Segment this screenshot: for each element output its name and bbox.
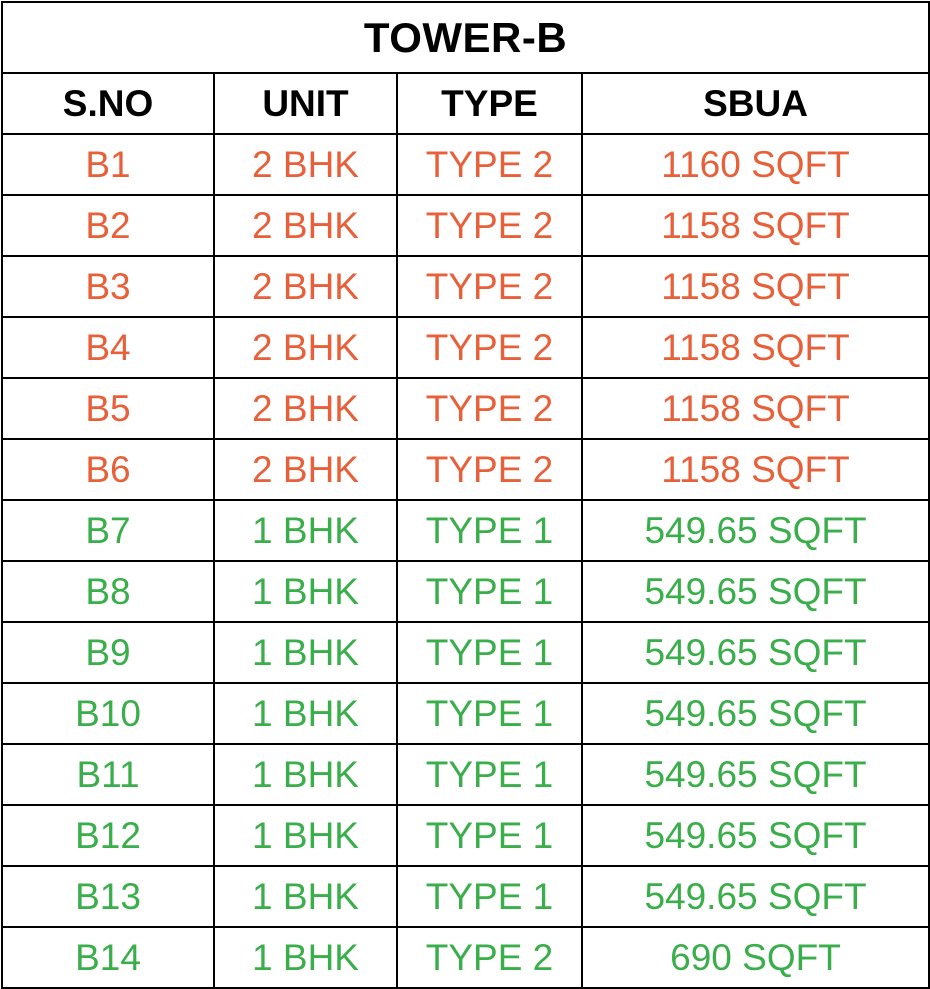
cell-sbua: 549.65 SQFT	[581, 621, 930, 684]
cell-sbua: 1158 SQFT	[581, 316, 930, 379]
cell-type: TYPE 2	[396, 377, 583, 440]
table-row: B5 2 BHK TYPE 2 1158 SQFT	[1, 377, 930, 440]
table-body: B1 2 BHK TYPE 2 1160 SQFT B2 2 BHK TYPE 2 1158 …	[1, 133, 930, 989]
cell-type: TYPE 2	[396, 316, 583, 379]
column-header-sbua: SBUA	[581, 72, 930, 135]
cell-sbua: 1158 SQFT	[581, 438, 930, 501]
cell-sbua: 1160 SQFT	[581, 133, 930, 196]
cell-sno: B5	[1, 377, 215, 440]
table-row: B2 2 BHK TYPE 2 1158 SQFT	[1, 194, 930, 257]
table-row: B12 1 BHK TYPE 1 549.65 SQFT	[1, 804, 930, 867]
cell-sbua: 549.65 SQFT	[581, 499, 930, 562]
cell-type: TYPE 1	[396, 560, 583, 623]
table-row: B8 1 BHK TYPE 1 549.65 SQFT	[1, 560, 930, 623]
cell-unit: 2 BHK	[213, 377, 398, 440]
cell-sno: B10	[1, 682, 215, 745]
table-row: B6 2 BHK TYPE 2 1158 SQFT	[1, 438, 930, 501]
cell-type: TYPE 1	[396, 499, 583, 562]
cell-type: TYPE 1	[396, 743, 583, 806]
table-row: B13 1 BHK TYPE 1 549.65 SQFT	[1, 865, 930, 928]
column-header-unit: UNIT	[213, 72, 398, 135]
table-row: B4 2 BHK TYPE 2 1158 SQFT	[1, 316, 930, 379]
cell-unit: 1 BHK	[213, 804, 398, 867]
cell-type: TYPE 1	[396, 804, 583, 867]
cell-unit: 1 BHK	[213, 865, 398, 928]
cell-sno: B4	[1, 316, 215, 379]
cell-sno: B3	[1, 255, 215, 318]
table-row: B14 1 BHK TYPE 2 690 SQFT	[1, 926, 930, 989]
cell-sbua: 549.65 SQFT	[581, 560, 930, 623]
cell-sno: B11	[1, 743, 215, 806]
cell-sbua: 1158 SQFT	[581, 377, 930, 440]
cell-unit: 1 BHK	[213, 682, 398, 745]
table-row: B1 2 BHK TYPE 2 1160 SQFT	[1, 133, 930, 196]
cell-sbua: 1158 SQFT	[581, 255, 930, 318]
cell-unit: 2 BHK	[213, 194, 398, 257]
cell-unit: 1 BHK	[213, 621, 398, 684]
cell-type: TYPE 2	[396, 194, 583, 257]
cell-sno: B14	[1, 926, 215, 989]
cell-type: TYPE 1	[396, 621, 583, 684]
table-row: B3 2 BHK TYPE 2 1158 SQFT	[1, 255, 930, 318]
table-row: B7 1 BHK TYPE 1 549.65 SQFT	[1, 499, 930, 562]
cell-sno: B12	[1, 804, 215, 867]
cell-sno: B1	[1, 133, 215, 196]
cell-sno: B13	[1, 865, 215, 928]
cell-unit: 2 BHK	[213, 255, 398, 318]
cell-unit: 2 BHK	[213, 438, 398, 501]
column-header-type: TYPE	[396, 72, 583, 135]
cell-sno: B7	[1, 499, 215, 562]
cell-sbua: 549.65 SQFT	[581, 682, 930, 745]
cell-sno: B8	[1, 560, 215, 623]
table-row: B9 1 BHK TYPE 1 549.65 SQFT	[1, 621, 930, 684]
cell-type: TYPE 2	[396, 926, 583, 989]
table-row: B10 1 BHK TYPE 1 549.65 SQFT	[1, 682, 930, 745]
cell-type: TYPE 1	[396, 682, 583, 745]
cell-unit: 1 BHK	[213, 926, 398, 989]
header-row: S.NO UNIT TYPE SBUA	[1, 72, 930, 135]
cell-sbua: 549.65 SQFT	[581, 865, 930, 928]
cell-sno: B2	[1, 194, 215, 257]
column-header-sno: S.NO	[1, 72, 215, 135]
cell-type: TYPE 1	[396, 865, 583, 928]
cell-type: TYPE 2	[396, 133, 583, 196]
cell-sno: B6	[1, 438, 215, 501]
cell-type: TYPE 2	[396, 438, 583, 501]
cell-unit: 1 BHK	[213, 560, 398, 623]
title-row: TOWER-B	[1, 1, 930, 74]
cell-sbua: 1158 SQFT	[581, 194, 930, 257]
cell-sbua: 690 SQFT	[581, 926, 930, 989]
cell-unit: 1 BHK	[213, 499, 398, 562]
cell-sbua: 549.65 SQFT	[581, 804, 930, 867]
cell-type: TYPE 2	[396, 255, 583, 318]
cell-unit: 2 BHK	[213, 316, 398, 379]
cell-unit: 1 BHK	[213, 743, 398, 806]
cell-sno: B9	[1, 621, 215, 684]
cell-sbua: 549.65 SQFT	[581, 743, 930, 806]
cell-unit: 2 BHK	[213, 133, 398, 196]
table-row: B11 1 BHK TYPE 1 549.65 SQFT	[1, 743, 930, 806]
table-title: TOWER-B	[1, 1, 930, 74]
